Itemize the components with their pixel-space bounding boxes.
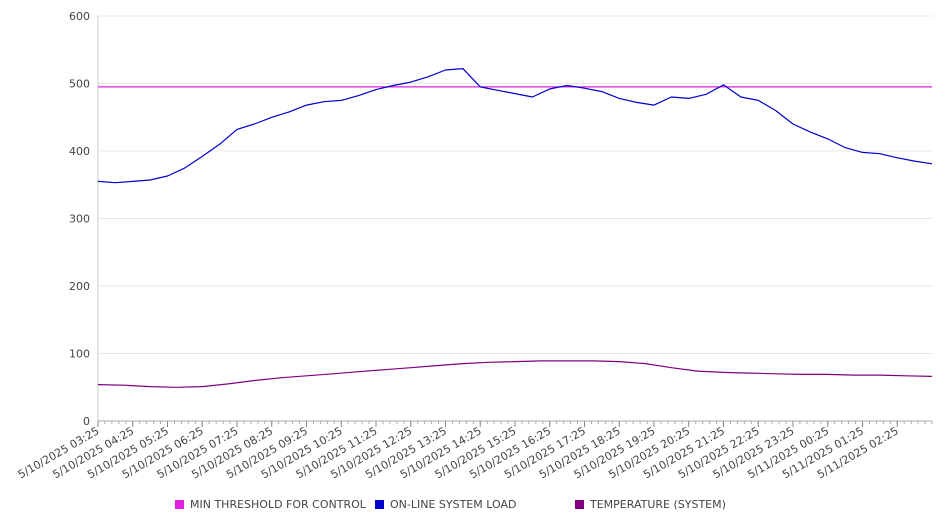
legend-label-temperature: TEMPERATURE (SYSTEM) [590, 498, 726, 511]
series-line-1 [97, 67, 933, 184]
legend-swatch-temperature [575, 500, 584, 509]
y-tick-label: 500 [69, 78, 90, 91]
y-tick-label: 600 [69, 10, 90, 23]
legend-label-system-load: ON-LINE SYSTEM LOAD [390, 498, 517, 511]
legend-item-system-load[interactable]: ON-LINE SYSTEM LOAD [375, 498, 516, 511]
y-tick-label: 300 [69, 213, 90, 226]
y-tick-label: 200 [69, 280, 90, 293]
series-layer [97, 67, 933, 388]
y-tick-label: 100 [69, 348, 90, 361]
legend-label-min-threshold: MIN THRESHOLD FOR CONTROL [190, 498, 366, 511]
legend-item-min-threshold[interactable]: MIN THRESHOLD FOR CONTROL [175, 498, 366, 511]
legend-item-temperature[interactable]: TEMPERATURE (SYSTEM) [575, 498, 726, 511]
y-tick-label: 0 [83, 415, 90, 428]
legend-swatch-system-load [375, 500, 384, 509]
series-line-2 [97, 360, 933, 388]
legend-swatch-min-threshold [175, 500, 184, 509]
axes [97, 16, 933, 427]
legend: MIN THRESHOLD FOR CONTROL ON-LINE SYSTEM… [0, 498, 946, 516]
x-axis-tick-labels: 5/10/2025 03:255/10/2025 04:255/10/2025 … [16, 424, 901, 481]
y-tick-label: 400 [69, 145, 90, 158]
y-axis-tick-labels: 0 100 200 300 400 500 600 [69, 10, 90, 428]
grid-lines [98, 15, 932, 354]
